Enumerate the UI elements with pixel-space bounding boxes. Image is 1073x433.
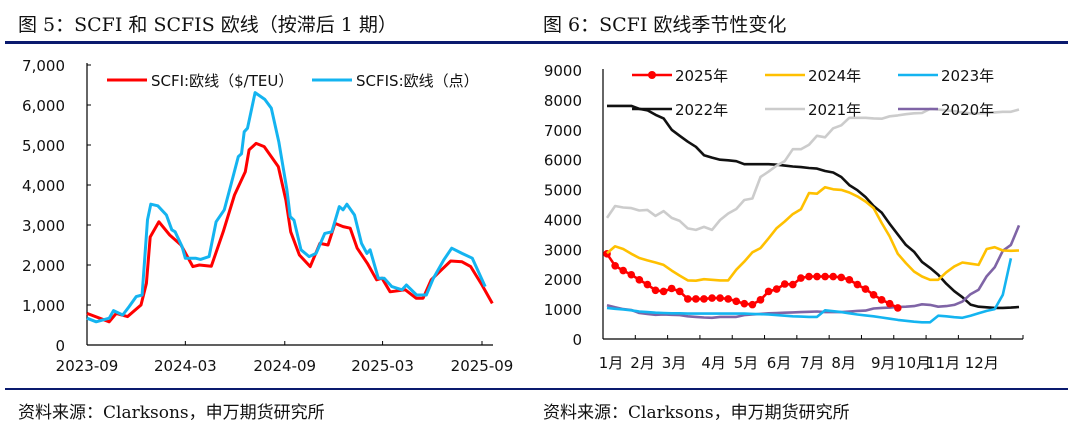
legend-marker <box>648 71 656 79</box>
legend-label: 2024年 <box>808 67 861 85</box>
series-marker-2025 <box>845 276 854 284</box>
x-tick-label: 3月 <box>662 354 687 372</box>
series-line-2024 <box>606 185 1020 283</box>
series-marker-2025 <box>627 270 636 279</box>
y-tick-label: 0 <box>55 337 65 355</box>
x-tick-label: 2024-03 <box>154 357 217 375</box>
series-marker-2025 <box>659 287 668 296</box>
y-tick-label: 3,000 <box>22 217 65 235</box>
left-source-note: 资料来源：Clarksons，申万期货研究所 <box>18 403 325 423</box>
series-line-2022 <box>607 104 1020 310</box>
x-tick-label: 4月 <box>701 354 726 372</box>
y-tick-label: 8000 <box>544 92 582 110</box>
right-figure-title: 图 6：SCFI 欧线季节性变化 <box>543 14 787 36</box>
legend-label: SCFIS:欧线（点） <box>356 72 479 90</box>
x-tick-label: 6月 <box>767 354 792 372</box>
x-tick-label: 5月 <box>734 354 759 372</box>
series-marker-2025 <box>861 285 870 293</box>
series-marker-2025 <box>894 304 902 312</box>
series-line-scfi <box>86 141 494 324</box>
y-tick-label: 3000 <box>544 241 582 259</box>
series-marker-2025 <box>651 286 660 295</box>
x-tick-label: 2024-09 <box>253 357 316 375</box>
series-marker-2025 <box>829 272 837 281</box>
y-tick-label: 2,000 <box>22 257 65 275</box>
series-line-2020 <box>606 224 1021 320</box>
x-tick-label: 10月 <box>897 354 931 372</box>
x-tick-label: 2023-09 <box>56 357 119 375</box>
left-figure-title: 图 5：SCFI 和 SCFIS 欧线（按滞后 1 期） <box>18 14 397 36</box>
series-marker-2025 <box>885 299 894 308</box>
x-tick-label: 11月 <box>926 354 960 372</box>
series-marker-2025 <box>740 299 749 308</box>
series-marker-2025 <box>667 284 676 293</box>
y-tick-label: 6000 <box>544 152 582 170</box>
x-tick-label: 9月 <box>871 354 896 372</box>
series-marker-2025 <box>869 290 878 299</box>
series-marker-2025 <box>643 280 652 289</box>
series-marker-2025 <box>813 272 821 281</box>
series-marker-2025 <box>764 287 773 296</box>
series-marker-2025 <box>635 276 644 284</box>
x-tick-label: 7月 <box>800 354 825 372</box>
series-marker-2025 <box>805 272 813 281</box>
y-tick-label: 4,000 <box>22 177 65 195</box>
series-marker-2025 <box>708 294 716 302</box>
legend-label: 2020年 <box>941 101 994 119</box>
series-marker-2025 <box>772 285 781 293</box>
series-marker-2025 <box>732 297 741 306</box>
series-marker-2025 <box>619 266 627 275</box>
y-tick-label: 5,000 <box>22 137 65 155</box>
series-marker-2025 <box>789 280 797 289</box>
header-rule <box>5 41 1068 44</box>
y-tick-label: 7000 <box>544 122 582 140</box>
y-tick-label: 2000 <box>544 271 582 289</box>
legend-label: 2025年 <box>675 67 728 85</box>
series-marker-2025 <box>756 296 765 304</box>
legend-label: 2023年 <box>941 67 994 85</box>
legend-label: 2021年 <box>808 101 861 119</box>
x-tick-label: 8月 <box>831 354 856 372</box>
x-tick-label: 1月 <box>599 354 624 372</box>
x-tick-label: 2025-03 <box>351 357 414 375</box>
y-tick-label: 9000 <box>544 62 582 80</box>
series-marker-2025 <box>780 280 789 288</box>
y-tick-label: 4000 <box>544 211 582 229</box>
series-marker-2025 <box>821 272 829 281</box>
series-marker-2025 <box>675 287 684 296</box>
series-marker-2025 <box>700 295 708 303</box>
series-line-scfis <box>86 91 487 324</box>
series-marker-2025 <box>837 273 846 282</box>
y-tick-label: 7,000 <box>22 57 65 75</box>
x-tick-label: 2025-09 <box>451 357 514 375</box>
x-tick-label: 2月 <box>630 354 655 372</box>
series-marker-2025 <box>724 295 732 303</box>
y-tick-label: 5000 <box>544 182 582 200</box>
y-tick-label: 6,000 <box>22 97 65 115</box>
series-marker-2025 <box>877 296 886 304</box>
x-tick-label: 12月 <box>965 354 999 372</box>
y-tick-label: 0 <box>572 331 582 349</box>
right-source-note: 资料来源：Clarksons，申万期货研究所 <box>543 403 850 423</box>
series-marker-2025 <box>716 294 724 302</box>
series-marker-2025 <box>853 280 862 289</box>
footer-rule <box>5 388 1068 390</box>
series-marker-2025 <box>748 300 757 309</box>
series-marker-2025 <box>684 295 692 303</box>
legend-label: 2022年 <box>675 101 728 119</box>
series-marker-2025 <box>611 261 619 270</box>
y-tick-label: 1,000 <box>22 297 65 315</box>
series-line-2023 <box>606 258 1013 324</box>
legend-label: SCFI:欧线（$/TEU） <box>151 72 293 90</box>
series-line-2021 <box>605 107 1020 232</box>
series-marker-2025 <box>692 295 700 303</box>
y-tick-label: 1000 <box>544 301 582 319</box>
series-marker-2025 <box>797 274 805 282</box>
